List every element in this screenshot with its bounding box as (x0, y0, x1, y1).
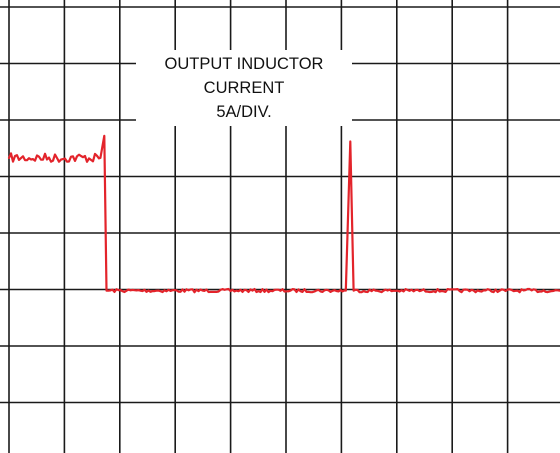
annotation-background (136, 50, 352, 126)
annotation-line-2: CURRENT (204, 79, 285, 97)
annotation-label: OUTPUT INDUCTOR CURRENT 5A/DIV. (136, 50, 352, 126)
trace-group (7, 134, 560, 294)
annotation-line-1: OUTPUT INDUCTOR (165, 55, 324, 73)
series-trace-0 (7, 134, 560, 294)
annotation-line-3: 5A/DIV. (216, 103, 271, 121)
